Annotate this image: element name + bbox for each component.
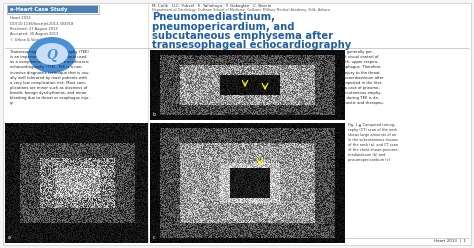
Text: Heart 2013
DOI 10.1136/heartjnl-2013-304918
Received: 27 August 2013
Accepted: 3: Heart 2013 DOI 10.1136/heartjnl-2013-304… bbox=[10, 16, 73, 42]
Text: Transesophageal echocardiography (TEE)
is an important imaging technique used
as: Transesophageal echocardiography (TEE) i… bbox=[10, 50, 90, 105]
Text: c: c bbox=[153, 235, 155, 240]
Text: a: a bbox=[8, 235, 11, 240]
Ellipse shape bbox=[36, 43, 68, 65]
Text: Fig. 1 ▲ Computed tomog-
raphy (CT) scan of the neck
shows large amounts of air
: Fig. 1 ▲ Computed tomog- raphy (CT) scan… bbox=[348, 123, 399, 162]
Bar bbox=[7, 5, 99, 14]
Text: Pneumomediastinum,: Pneumomediastinum, bbox=[152, 12, 275, 22]
Text: The TEE procedure is generally per-
formed without direct visual control of
the : The TEE procedure is generally per- form… bbox=[305, 50, 384, 105]
Bar bbox=[5, 123, 148, 243]
Text: e-Heart Case Study: e-Heart Case Study bbox=[10, 6, 67, 11]
Text: M. Celik · U.C. Yuksel · E. Yalinkaya · Y. Gokoglan · C. Barcin: M. Celik · U.C. Yuksel · E. Yalinkaya · … bbox=[152, 4, 272, 8]
Text: transesophageal echocardiography: transesophageal echocardiography bbox=[152, 40, 351, 51]
Text: subcutaneous emphysema after: subcutaneous emphysema after bbox=[152, 31, 333, 41]
Text: Pneumomediastinum is defined as the
presence of air in the mediastinum and
may o: Pneumomediastinum is defined as the pres… bbox=[155, 50, 237, 100]
Text: Department of Cardiology, Gulhane School of Medicine, Gulhane Military Medical A: Department of Cardiology, Gulhane School… bbox=[152, 8, 330, 12]
Text: pneumopericardium, and: pneumopericardium, and bbox=[152, 22, 294, 31]
Bar bbox=[150, 123, 345, 243]
Text: Q: Q bbox=[46, 49, 57, 62]
Ellipse shape bbox=[28, 37, 76, 73]
Text: Heart 2013  |  1: Heart 2013 | 1 bbox=[434, 238, 466, 242]
Bar bbox=[8, 6, 98, 13]
Text: b: b bbox=[153, 112, 156, 117]
Bar bbox=[150, 50, 345, 120]
